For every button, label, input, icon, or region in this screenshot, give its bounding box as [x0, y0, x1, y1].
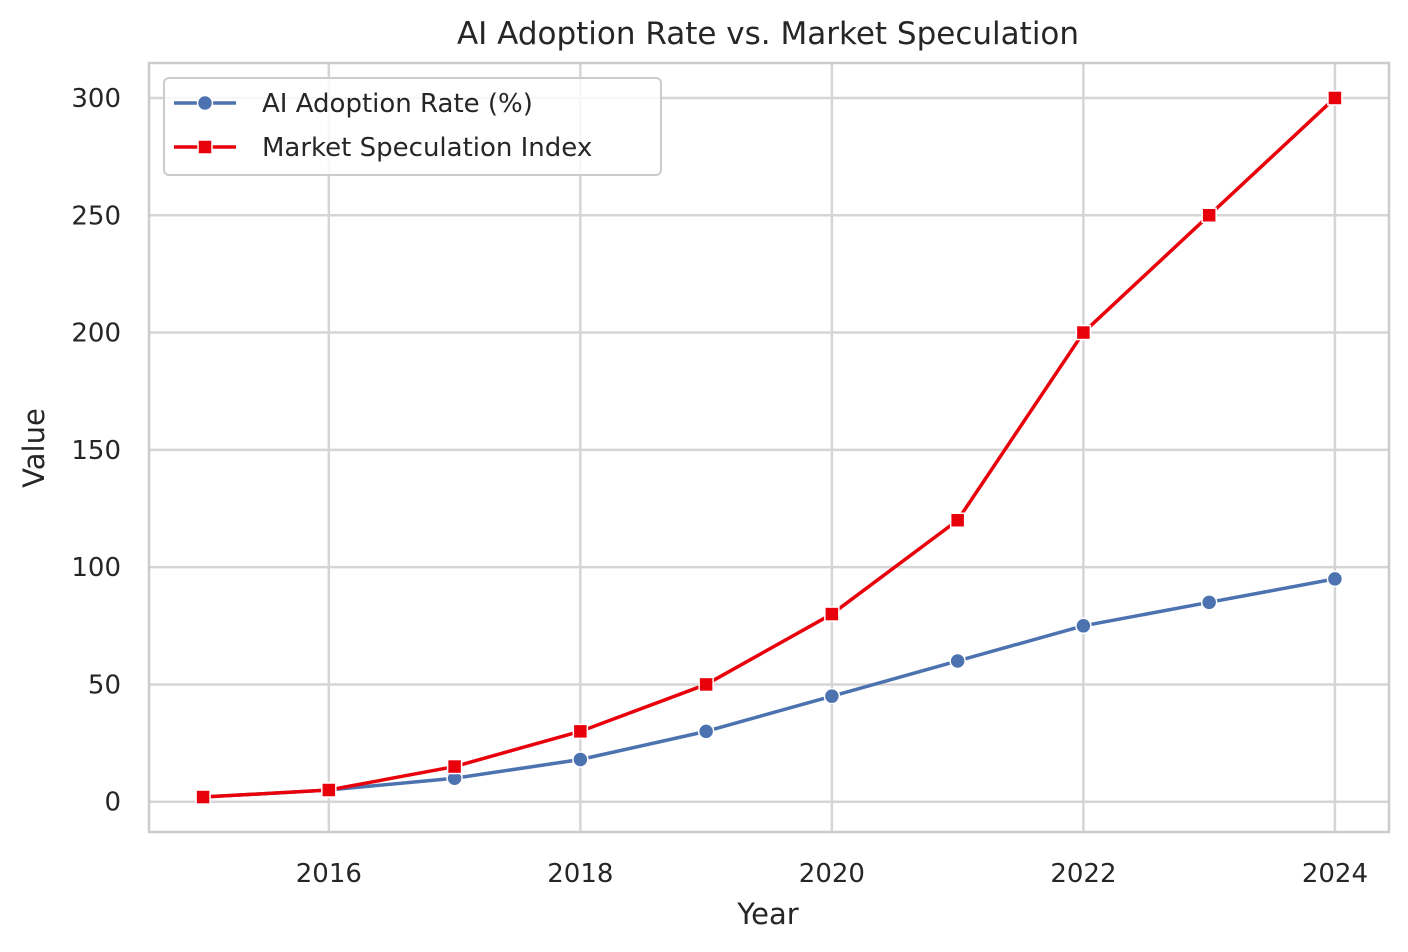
data-point-market-speculation-2016: [321, 782, 337, 798]
legend-box: [163, 77, 662, 176]
x-axis-ticks: 2016 2018 2020 2022 2024: [296, 859, 1368, 889]
series-line-market-speculation: [201, 96, 1337, 799]
y-tick-label-0: 0: [104, 788, 121, 818]
y-tick-label-50: 50: [88, 670, 121, 700]
y-tick-label-100: 100: [71, 553, 121, 583]
series-ai-adoption: [194, 570, 1344, 806]
data-point-ai-adoption-2021: [949, 652, 966, 670]
legend-label-ai-adoption: AI Adoption Rate (%): [262, 89, 533, 119]
y-axis-ticks: 0 50 100 150 200 250 300: [71, 84, 121, 818]
x-tick-label-2018: 2018: [547, 859, 613, 889]
x-axis-label: Year: [736, 897, 798, 931]
legend-marker-ai-adoption: [196, 94, 214, 112]
data-point-market-speculation-2015: [195, 789, 211, 805]
x-tick-label-2016: 2016: [296, 859, 362, 889]
legend-label-market-speculation: Market Speculation Index: [262, 133, 592, 163]
legend-marker-market-speculation: [197, 139, 213, 155]
data-point-market-speculation-2021: [949, 512, 966, 528]
y-tick-label-150: 150: [71, 436, 121, 466]
series-line-ai-adoption: [201, 577, 1337, 799]
x-tick-label-2022: 2022: [1050, 859, 1116, 889]
data-point-ai-adoption-2022: [1075, 617, 1092, 635]
data-point-market-speculation-2024: [1327, 90, 1343, 106]
grid: [149, 63, 1389, 832]
data-point-market-speculation-2020: [824, 606, 840, 622]
y-axis-label: Value: [17, 408, 51, 488]
legend: AI Adoption Rate (%) Market Speculation …: [163, 77, 662, 176]
plot-area-frame: [147, 61, 1391, 834]
y-tick-label-250: 250: [71, 201, 121, 231]
data-point-ai-adoption-2020: [823, 687, 841, 705]
data-point-market-speculation-2018: [572, 723, 589, 740]
data-point-ai-adoption-2018: [572, 751, 589, 768]
x-tick-label-2024: 2024: [1302, 859, 1368, 889]
x-tick-label-2020: 2020: [799, 859, 865, 889]
y-tick-label-200: 200: [71, 319, 121, 349]
data-point-market-speculation-2017: [446, 758, 463, 775]
data-point-market-speculation-2019: [698, 676, 714, 693]
chart-title: AI Adoption Rate vs. Market Speculation: [457, 16, 1079, 52]
y-tick-label-300: 300: [71, 84, 121, 114]
series-market-speculation: [195, 90, 1343, 805]
data-point-market-speculation-2022: [1075, 324, 1092, 341]
data-point-market-speculation-2023: [1201, 207, 1217, 224]
data-point-ai-adoption-2019: [697, 723, 715, 740]
series-group: [194, 90, 1344, 806]
data-point-ai-adoption-2023: [1200, 594, 1218, 611]
data-point-ai-adoption-2024: [1326, 570, 1344, 588]
